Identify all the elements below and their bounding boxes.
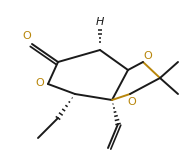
Text: O: O (144, 51, 152, 61)
Text: O: O (36, 78, 44, 88)
Text: O: O (23, 31, 31, 41)
Text: O: O (128, 97, 136, 107)
Text: H: H (96, 17, 104, 27)
